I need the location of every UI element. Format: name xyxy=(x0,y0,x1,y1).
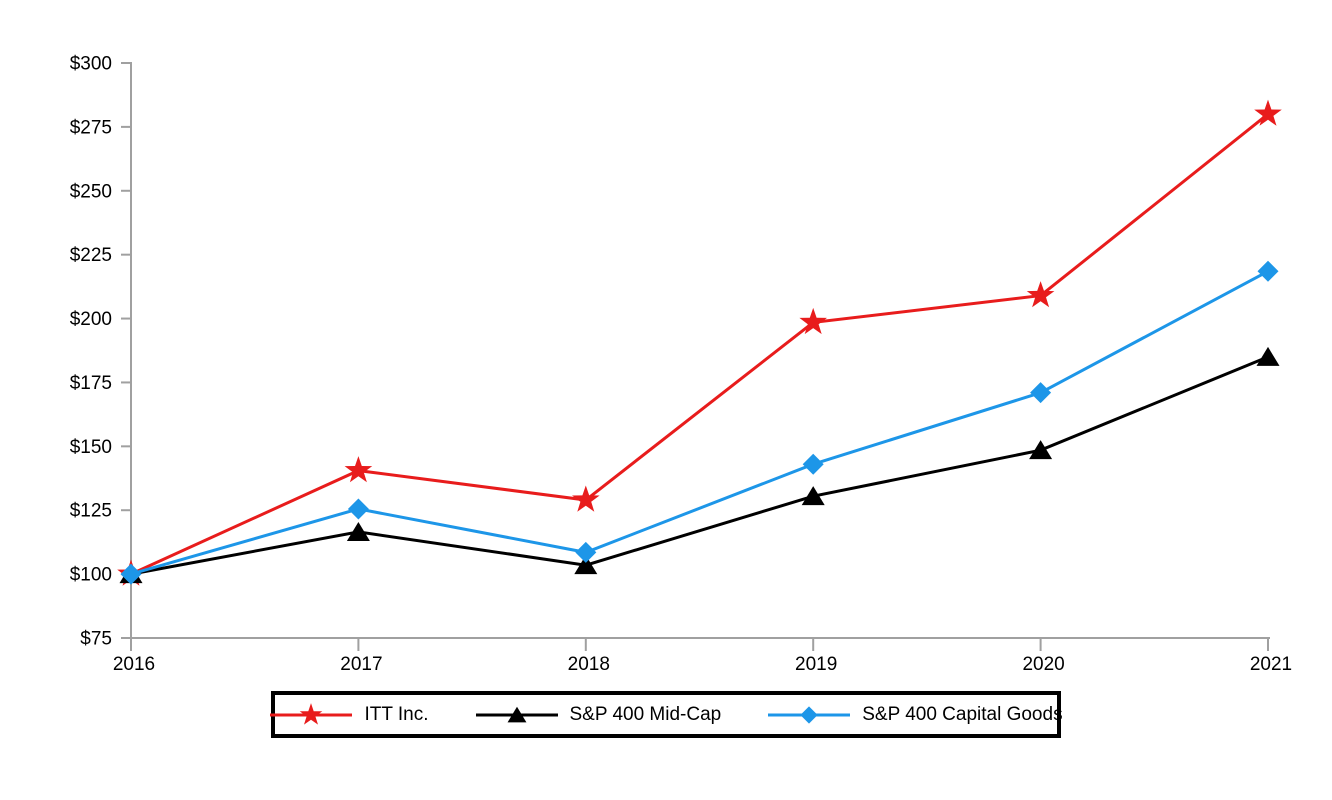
y-axis-ticks: $75 $100 $125 $150 $175 $200 $225 $250 $275 $300 xyxy=(70,54,130,650)
series-s-p-400-capital-goods xyxy=(120,260,1279,585)
data-point-diamond-icon xyxy=(1257,260,1279,282)
chart-legend: ITT Inc. S&P 400 Mid-Cap S&P 400 Capital… xyxy=(269,691,1063,738)
x-tick-label: 2021 xyxy=(1250,654,1292,675)
x-tick-label: 2017 xyxy=(340,654,382,675)
legend-label-sp400-capital-goods: S&P 400 Capital Goods xyxy=(862,703,1063,725)
legend-item-itt-inc: ITT Inc. xyxy=(269,702,429,728)
legend-item-sp400-midcap: S&P 400 Mid-Cap xyxy=(475,702,722,728)
y-tick-label: $100 xyxy=(70,565,112,586)
series-line xyxy=(130,355,1269,576)
data-point-diamond-icon xyxy=(800,705,818,724)
y-tick-label: $150 xyxy=(70,437,112,458)
data-point-diamond-icon xyxy=(802,453,824,475)
data-point-star-icon xyxy=(799,307,827,335)
data-point-star-icon xyxy=(572,485,600,512)
legend-label-itt-inc: ITT Inc. xyxy=(364,703,429,725)
data-point-triangle-icon xyxy=(1256,346,1280,366)
x-tick-label: 2018 xyxy=(568,654,610,675)
data-point-diamond-icon xyxy=(347,498,369,520)
legend-marker-triangle-icon xyxy=(475,706,558,722)
data-point-diamond-icon xyxy=(575,541,597,563)
x-tick-label: 2020 xyxy=(1022,654,1064,675)
y-tick-label: $225 xyxy=(70,245,112,266)
data-point-star-icon xyxy=(344,456,373,483)
x-axis-ticks: 2016 2017 2018 2019 2020 2021 xyxy=(113,639,1292,675)
series-line xyxy=(130,269,1269,576)
y-tick-label: $300 xyxy=(70,54,112,75)
data-point-star-icon xyxy=(300,702,323,725)
data-point-triangle-icon xyxy=(507,706,526,722)
data-point-diamond-icon xyxy=(120,563,142,585)
y-tick-label: $200 xyxy=(70,309,112,330)
series-s-p-400-mid-cap xyxy=(119,346,1280,584)
data-point-triangle-icon xyxy=(801,486,825,506)
legend-label-sp400-midcap: S&P 400 Mid-Cap xyxy=(569,703,722,725)
legend-item-sp400-capital-goods: S&P 400 Capital Goods xyxy=(767,702,1063,728)
legend-marker-star-icon xyxy=(270,702,353,725)
y-tick-label: $250 xyxy=(70,181,112,202)
x-tick-label: 2019 xyxy=(795,654,837,675)
y-tick-label: $275 xyxy=(70,117,112,138)
series-line xyxy=(130,112,1269,576)
legend-marker-diamond-icon xyxy=(768,705,851,724)
series-itt-inc- xyxy=(117,99,1282,586)
data-point-star-icon xyxy=(1026,281,1055,308)
data-point-triangle-icon xyxy=(1029,440,1053,460)
total-shareholder-return-chart: $75 $100 $125 $150 $175 $200 $225 $250 $275 $300 2… xyxy=(70,54,1292,676)
x-tick-label: 2016 xyxy=(113,654,155,675)
y-tick-label: $125 xyxy=(70,501,112,522)
data-point-triangle-icon xyxy=(346,521,370,541)
y-tick-label: $75 xyxy=(80,629,112,650)
y-tick-label: $175 xyxy=(70,373,112,394)
data-point-star-icon xyxy=(1254,99,1282,126)
data-point-triangle-icon xyxy=(574,555,598,575)
data-point-diamond-icon xyxy=(1030,382,1052,404)
